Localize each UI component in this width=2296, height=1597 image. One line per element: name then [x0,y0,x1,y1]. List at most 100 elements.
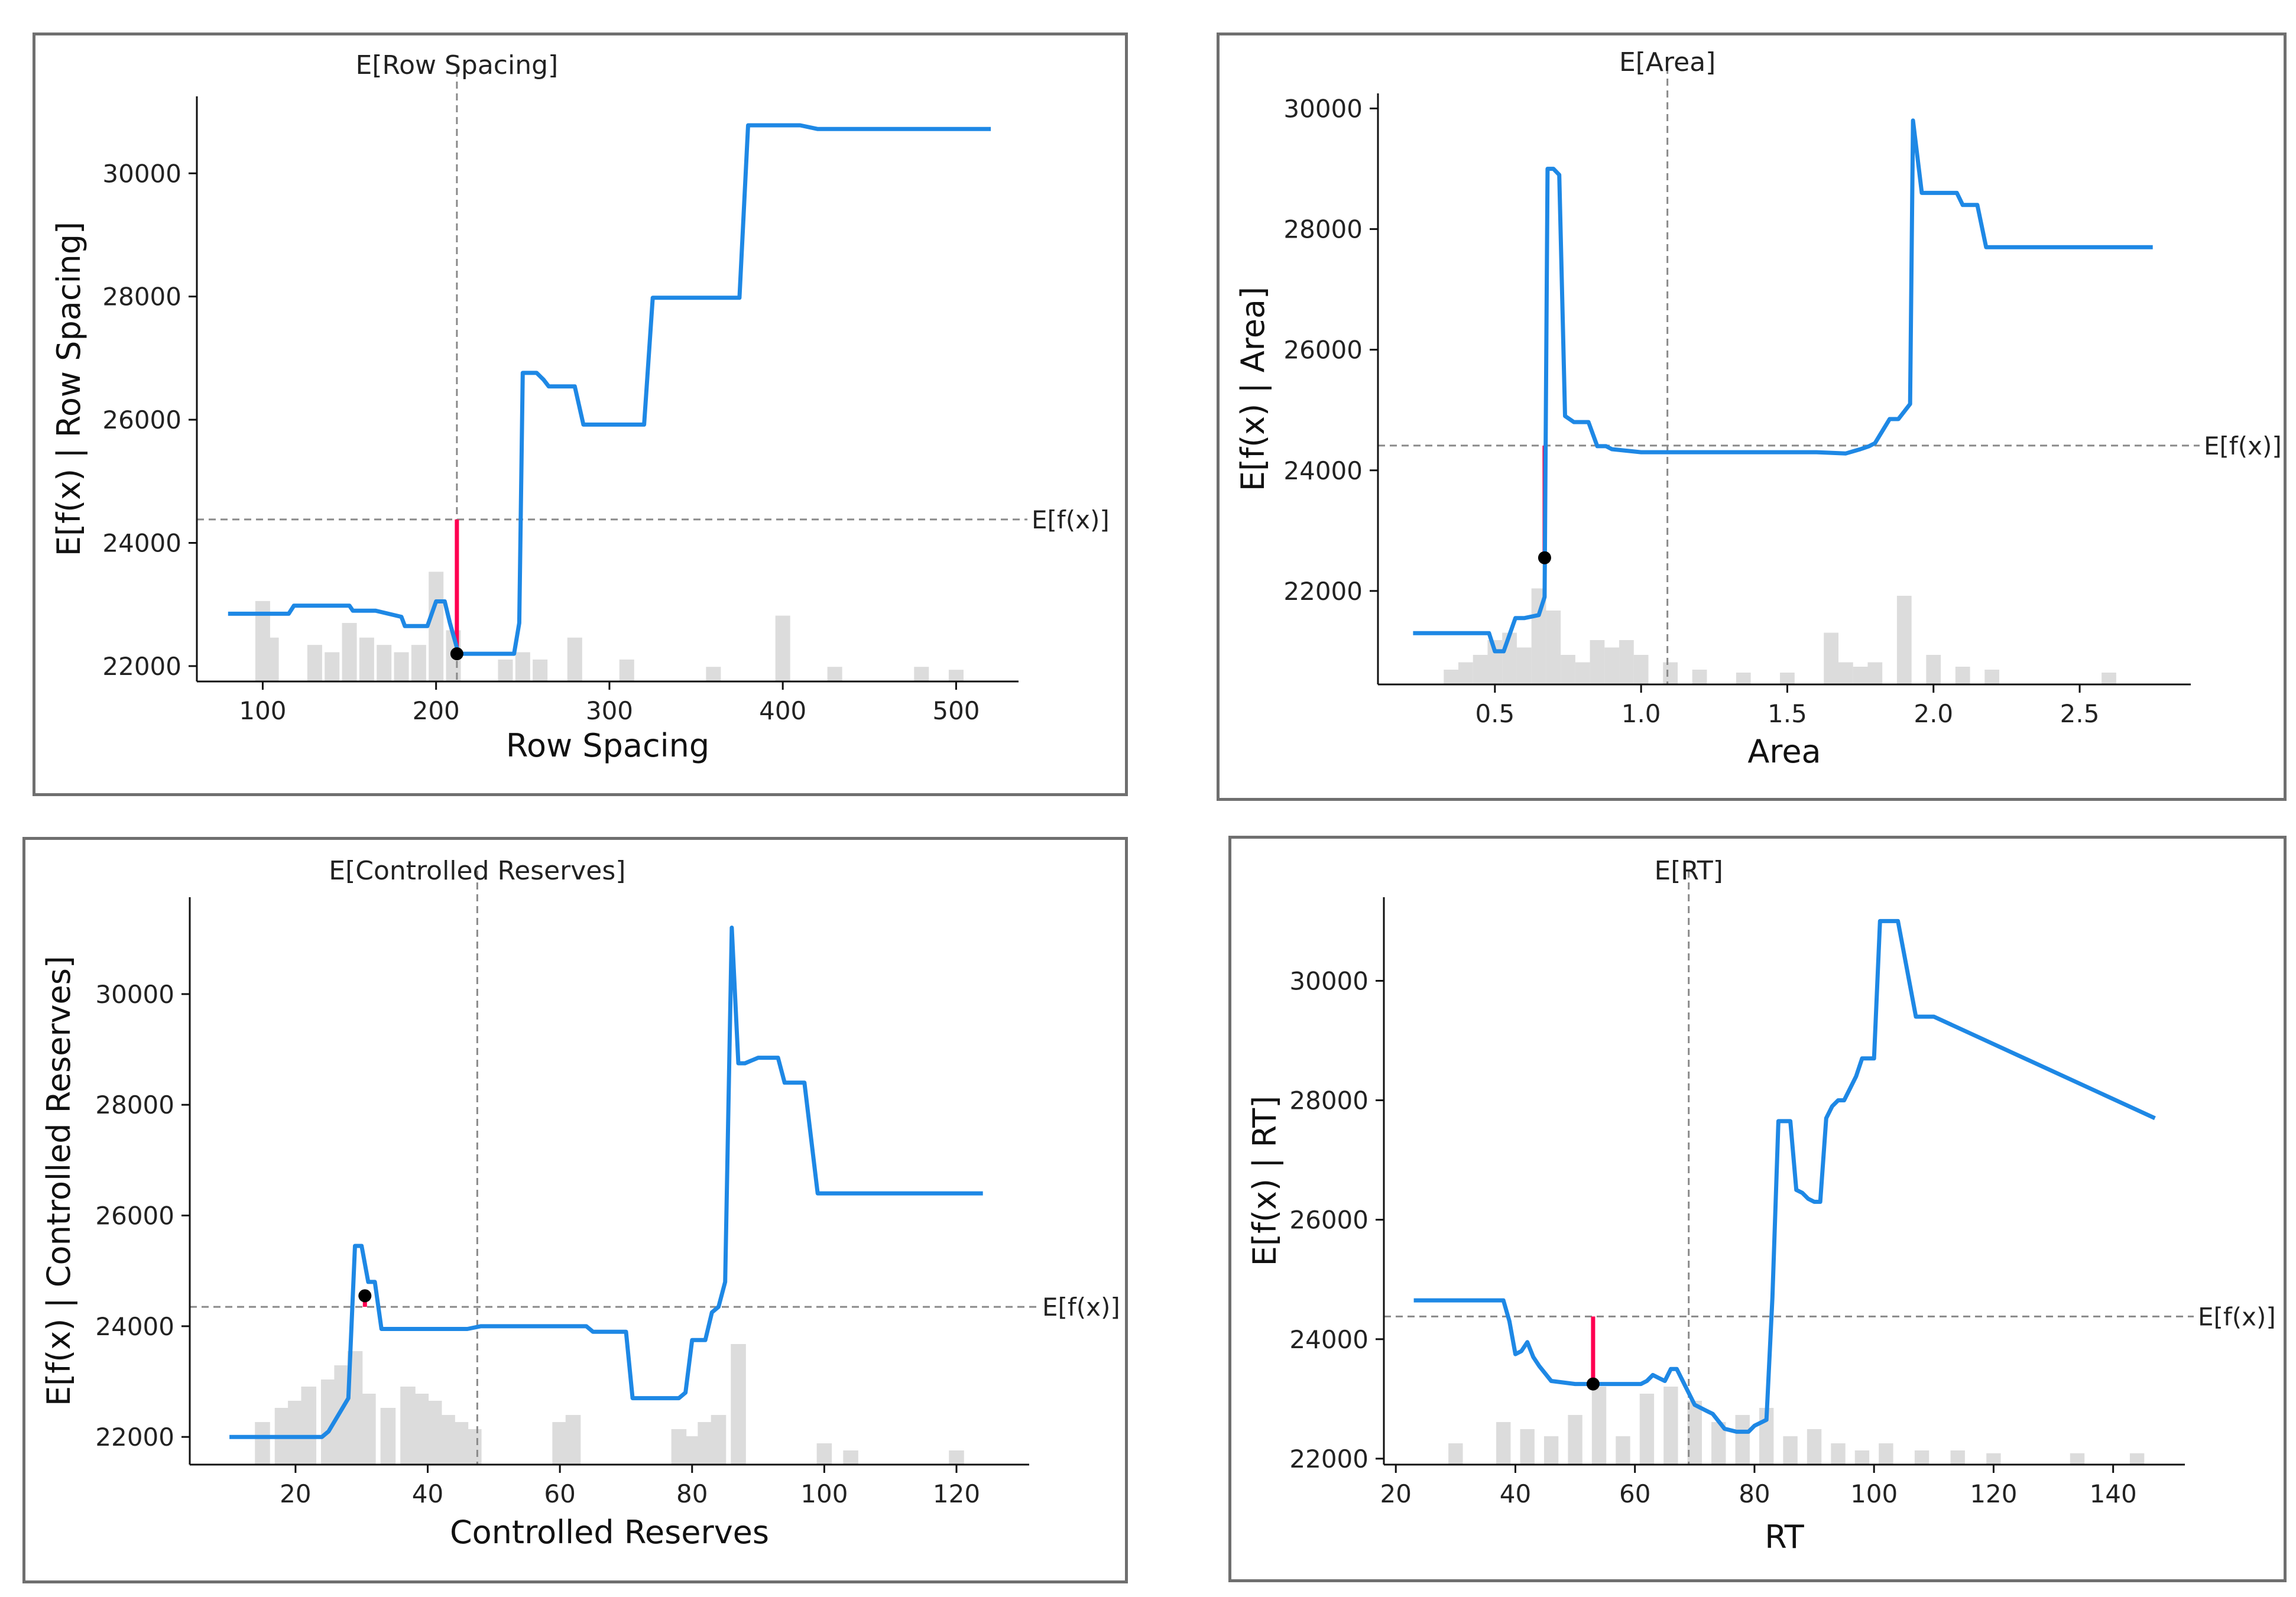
y-tick-label: 22000 [1283,577,1363,606]
histogram-bar [1984,670,2000,684]
histogram-bar [1604,647,1620,684]
histogram-bar [948,670,964,681]
x-tick-label: 20 [1380,1479,1411,1508]
histogram-bar [1867,662,1883,684]
histogram-bar [429,572,444,681]
histogram-bar [706,667,721,681]
y-tick-label: 28000 [1289,1086,1368,1115]
histogram-bar [498,659,513,681]
y-axis-title: E[f(x) | RT] [1246,1096,1283,1266]
efx-label: E[f(x)] [1032,505,1110,534]
histogram-bar [671,1429,687,1465]
histogram-bar [1561,655,1575,684]
histogram-bar [1639,1394,1655,1465]
histogram-bar [684,1436,700,1465]
chart-svg-row-spacing: E[Row Spacing] E[f(x)] 100 200 300 400 500 2200… [50,50,1110,764]
histogram-bar [1955,667,1970,684]
expected-value-label: E[Row Spacing] [356,50,559,80]
histogram-bar [731,1344,746,1465]
x-tick-label: 80 [676,1479,708,1508]
histogram-bar [1687,1401,1702,1465]
x-tick-label: 400 [759,696,806,725]
y-tick-label: 30000 [95,980,174,1009]
efx-label: E[f(x)] [1042,1293,1120,1322]
y-tick-label: 26000 [95,1202,174,1231]
instance-point [1538,551,1551,564]
instance-point [450,647,463,661]
histogram-bar [1735,1415,1750,1465]
histogram-bar [426,1401,442,1465]
y-tick-label: 28000 [95,1090,174,1119]
histogram-bar [264,637,279,681]
x-axis-title: Area [1747,733,1821,770]
histogram-bar [827,667,842,681]
histogram-bar [619,659,634,681]
histogram-bar [1824,632,1839,684]
efx-label: E[f(x)] [2204,431,2282,460]
instance-point [1586,1377,1600,1391]
x-tick-label: 0.5 [1475,699,1515,728]
histogram-bar [307,645,322,681]
y-tick-label: 28000 [102,283,181,311]
chart-panel-rt: E[RT] E[f(x)] 20 40 60 80 100 120 140 22000 24000 2… [1228,836,2287,1582]
histogram-bar [361,1394,376,1465]
x-axis-title: Row Spacing [506,727,709,764]
y-tick-label: 24000 [1289,1325,1368,1354]
histogram-bar [1853,667,1868,684]
histogram-bar [1896,596,1912,684]
histogram-bar [1879,1443,1893,1465]
histogram-bar [453,1422,469,1465]
histogram [1444,588,2116,684]
histogram-bar [325,652,340,681]
x-tick-label: 140 [2090,1479,2137,1508]
x-tick-label: 80 [1739,1479,1770,1508]
histogram-bar [2070,1453,2085,1465]
histogram-bar [1838,662,1853,684]
y-tick-label: 24000 [95,1312,174,1341]
x-tick-label: 200 [413,696,460,725]
y-tick-label: 30000 [1289,966,1368,995]
histogram-bar [1546,611,1561,684]
x-axis-title: RT [1765,1518,1805,1556]
x-tick-label: 100 [239,696,286,725]
histogram-bar [400,1387,416,1465]
histogram [1448,1387,2145,1465]
expected-value-label: E[Controlled Reserves] [329,856,625,886]
x-tick-label: 1.5 [1768,699,1807,728]
dependence-line [228,123,991,656]
chart-svg-area: E[Area] E[f(x)] 0.5 1.0 1.5 2.0 2.5 22000 24000 2… [1234,47,2282,770]
x-tick-label: 1.0 [1622,699,1661,728]
x-tick-label: 120 [933,1479,980,1508]
histogram-bar [413,1394,429,1465]
histogram-bar [1807,1429,1822,1465]
x-tick-label: 60 [1619,1479,1650,1508]
histogram-bar [1444,670,1459,684]
x-tick-label: 20 [280,1479,311,1508]
histogram-bar [1619,640,1634,684]
x-tick-label: 2.5 [2060,699,2100,728]
expected-value-label: E[RT] [1655,856,1723,886]
y-tick-label: 26000 [1289,1206,1368,1235]
histogram-bar [1591,1387,1607,1465]
y-tick-label: 30000 [1283,95,1363,124]
histogram-bar [552,1422,567,1465]
histogram-bar [816,1443,832,1465]
histogram [255,572,964,681]
y-tick-label: 28000 [1283,215,1363,244]
x-tick-label: 40 [1500,1479,1531,1508]
histogram-bar [567,637,582,681]
plot-area [189,70,1027,690]
dependence-line [1413,918,2156,1434]
x-tick-label: 100 [800,1479,848,1508]
histogram-bar [1736,673,1751,684]
histogram-bar [1663,1387,1678,1465]
y-tick-label: 30000 [102,159,181,188]
histogram-bar [1575,662,1590,684]
histogram-bar [1986,1453,2001,1465]
x-tick-label: 100 [1850,1479,1898,1508]
histogram-bar [440,1415,455,1465]
histogram-bar [533,659,548,681]
plot-area [1370,67,2200,693]
histogram-bar [1590,640,1605,684]
histogram-bar [411,645,426,681]
